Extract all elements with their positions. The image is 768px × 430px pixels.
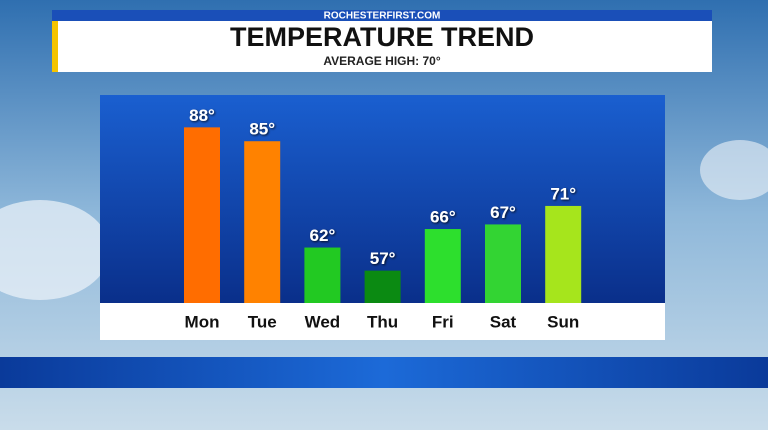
bottom-band — [0, 357, 768, 388]
x-tick-label: Mon — [185, 312, 220, 331]
cloud — [0, 200, 110, 300]
value-label: 66° — [430, 208, 456, 227]
subtitle: AVERAGE HIGH: 70° — [323, 54, 440, 68]
x-tick-label: Sun — [547, 312, 579, 331]
value-label: 71° — [550, 184, 576, 203]
value-label: 67° — [490, 203, 516, 222]
accent — [52, 21, 58, 72]
x-tick-label: Fri — [432, 312, 454, 331]
value-label: 85° — [249, 120, 275, 139]
x-tick-label: Thu — [367, 312, 398, 331]
bar — [545, 205, 582, 303]
value-label: 88° — [189, 106, 215, 125]
label-strip — [100, 303, 665, 340]
x-tick-label: Wed — [305, 312, 341, 331]
bar — [184, 127, 220, 303]
x-tick-label: Tue — [248, 312, 277, 331]
bar — [364, 270, 401, 303]
bar — [424, 229, 461, 303]
bar — [304, 247, 341, 303]
chart-title: TEMPERATURE TREND — [230, 22, 534, 52]
bar — [244, 141, 281, 303]
source: ROCHESTERFIRST.COM — [324, 11, 441, 22]
value-label: 62° — [310, 226, 336, 245]
value-label: 57° — [370, 249, 396, 268]
bar — [485, 224, 521, 303]
cloud — [700, 140, 768, 200]
source-strip — [52, 10, 712, 21]
x-tick-label: Sat — [490, 312, 517, 331]
